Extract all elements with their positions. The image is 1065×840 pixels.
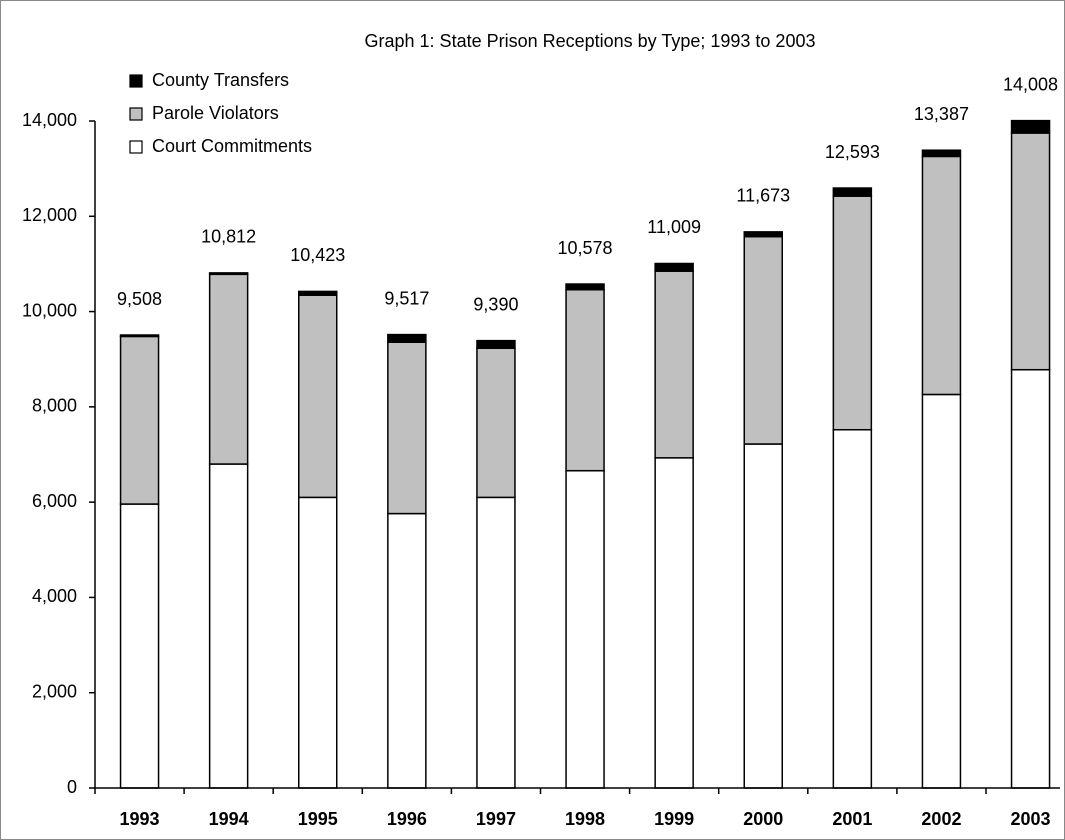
y-tick-label: 8,000	[32, 396, 77, 416]
y-tick-label: 14,000	[22, 110, 77, 130]
bar-segment	[298, 294, 338, 499]
bar-segment	[1010, 132, 1051, 371]
bar-segment	[476, 496, 516, 789]
y-tick-label: 4,000	[32, 586, 77, 606]
legend-label: Parole Violators	[152, 103, 279, 123]
bar-segment	[208, 273, 249, 465]
legend-label: County Transfers	[152, 70, 289, 90]
bar-segment	[743, 231, 783, 238]
bar-segment	[654, 270, 694, 459]
x-tick-label: 1999	[654, 809, 694, 829]
bar-segment	[208, 272, 249, 276]
total-label: 11,009	[647, 217, 701, 237]
x-tick-label: 1996	[387, 809, 427, 829]
y-tick-label: 2,000	[32, 681, 77, 701]
bar-segment	[119, 503, 160, 789]
legend-swatch	[129, 107, 143, 121]
total-label: 14,008	[1003, 74, 1058, 94]
bar-segment	[832, 428, 873, 789]
x-tick-label: 2002	[921, 809, 961, 829]
bar-segment	[476, 347, 516, 499]
bar-segment	[565, 289, 605, 472]
x-tick-label: 1997	[476, 809, 516, 829]
x-tick-label: 1994	[209, 809, 249, 829]
bar-segment	[387, 333, 427, 343]
total-label: 10,423	[290, 245, 345, 265]
total-label: 13,387	[914, 104, 969, 124]
bar-segment	[119, 334, 160, 338]
total-label: 10,812	[201, 227, 256, 247]
legend-label: Court Commitments	[152, 136, 312, 156]
bar-segment	[1010, 368, 1051, 789]
bar-segment	[654, 262, 694, 272]
x-tick-label: 1995	[298, 809, 338, 829]
bar-segment	[921, 155, 962, 396]
y-tick-label: 6,000	[32, 491, 77, 511]
total-label: 9,390	[473, 294, 518, 314]
bar-segment	[1010, 119, 1051, 134]
bar-segment	[298, 290, 338, 296]
bar-segment	[743, 235, 783, 445]
legend-swatch	[129, 140, 143, 154]
y-tick-label: 10,000	[22, 300, 77, 320]
x-tick-label: 1993	[120, 809, 160, 829]
bar-segment	[298, 496, 338, 789]
bar-segment	[743, 443, 783, 789]
total-label: 10,578	[558, 238, 613, 258]
total-label: 11,673	[736, 186, 790, 206]
bar-segment	[832, 187, 873, 197]
x-tick-label: 2000	[743, 809, 783, 829]
bar-segment	[476, 339, 516, 350]
bar-segment	[832, 195, 873, 431]
total-label: 9,508	[117, 289, 162, 309]
legend-swatch	[129, 74, 143, 88]
y-tick-label: 12,000	[22, 205, 77, 225]
x-tick-label: 2001	[832, 809, 872, 829]
bar-segment	[921, 149, 962, 158]
bar-segment	[387, 512, 427, 789]
y-tick-label: 0	[67, 777, 77, 797]
bar-segment	[387, 341, 427, 515]
bar-segment	[565, 283, 605, 291]
bar-segment	[119, 335, 160, 505]
bar-segment	[208, 463, 249, 789]
x-tick-label: 1998	[565, 809, 605, 829]
x-tick-label: 2003	[1011, 809, 1051, 829]
bar-segment	[654, 457, 694, 789]
total-label: 9,517	[384, 288, 429, 308]
bar-segment	[565, 469, 605, 789]
chart-title: Graph 1: State Prison Receptions by Type…	[365, 31, 816, 51]
bar-segment	[921, 393, 962, 789]
total-label: 12,593	[825, 142, 880, 162]
